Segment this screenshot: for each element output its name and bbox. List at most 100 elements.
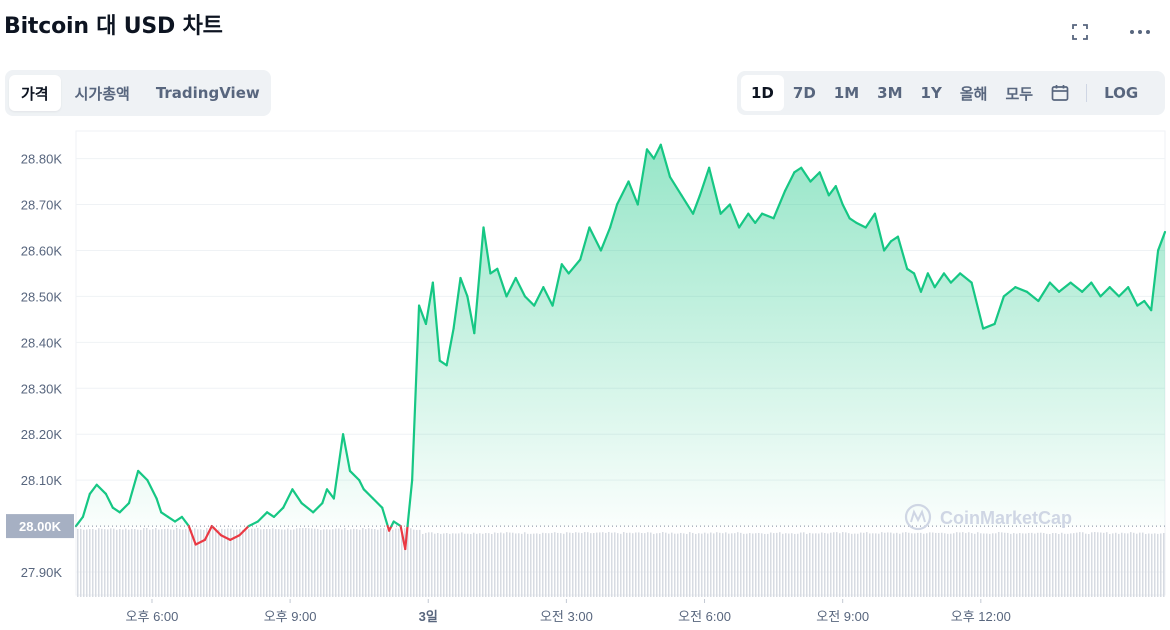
volume-bar: [329, 529, 331, 597]
volume-bar: [890, 532, 892, 597]
price-line-segment: [919, 272, 929, 293]
volume-bar: [1112, 533, 1114, 597]
range-1d[interactable]: 1D: [741, 75, 784, 111]
range-7d[interactable]: 7D: [792, 84, 816, 102]
volume-bar: [659, 533, 661, 597]
tab-price[interactable]: 가격: [9, 75, 61, 111]
volume-bar: [344, 528, 346, 597]
volume-bar: [962, 532, 964, 597]
volume-bar: [1145, 533, 1147, 597]
y-tick-label: 28.50K: [21, 289, 63, 304]
volume-bar: [242, 529, 244, 597]
x-tick-label: 오전 3:00: [540, 609, 593, 624]
price-line-segment: [219, 534, 232, 541]
price-line-segment: [982, 322, 996, 330]
volume-bar: [179, 529, 181, 597]
x-tick-label: 3일: [419, 609, 438, 624]
volume-bar: [878, 533, 880, 597]
volume-bar: [839, 533, 841, 597]
volume-bar: [656, 533, 658, 597]
volume-bar: [1040, 532, 1042, 597]
volume-bar: [1004, 532, 1006, 597]
volume-bar: [1070, 533, 1072, 597]
volume-bar: [986, 533, 988, 597]
volume-bar: [482, 533, 484, 597]
price-line-segment: [332, 433, 345, 500]
volume-bar: [389, 529, 391, 597]
tab-market-cap[interactable]: 시가총액: [74, 84, 130, 103]
time-range-selector: 1D 7D 1M 3M 1Y 올해 모두 LOG: [737, 71, 1165, 115]
price-line-segment: [424, 281, 434, 326]
price-line-segment: [645, 148, 655, 160]
volume-bar: [485, 533, 487, 597]
volume-bar: [800, 532, 802, 597]
price-line-segment: [627, 180, 639, 206]
volume-bar: [1100, 532, 1102, 597]
price-line-segment: [993, 295, 1005, 326]
volume-bar: [173, 529, 175, 597]
volume-bar: [413, 529, 415, 597]
volume-bar: [932, 532, 934, 597]
volume-bar: [1085, 533, 1087, 597]
volume-bar: [989, 533, 991, 597]
volume-bar: [257, 528, 259, 597]
log-toggle[interactable]: LOG: [1104, 84, 1139, 102]
volume-bar: [278, 529, 280, 597]
volume-bar: [554, 532, 556, 597]
volume-bar: [545, 533, 547, 597]
volume-bar: [1130, 532, 1132, 597]
range-ytd[interactable]: 올해: [959, 84, 988, 103]
price-line-segment: [341, 433, 352, 473]
volume-bar: [1079, 532, 1081, 597]
volume-bar: [650, 532, 652, 597]
price-line-segment: [588, 226, 603, 252]
range-1m[interactable]: 1M: [833, 84, 860, 102]
range-3m[interactable]: 3M: [877, 84, 903, 102]
volume-bar: [671, 532, 673, 597]
price-line-segment: [411, 304, 421, 482]
range-all[interactable]: 모두: [1005, 84, 1034, 103]
price-line-segment: [229, 534, 241, 541]
volume-bar: [506, 532, 508, 597]
volume-bar: [641, 532, 643, 597]
price-line-segment: [737, 212, 750, 229]
volume-bar: [1019, 533, 1021, 597]
volume-bar: [230, 528, 232, 597]
volume-bar: [827, 533, 829, 597]
volume-bar: [977, 532, 979, 597]
volume-bar: [182, 529, 184, 597]
volume-bar: [1103, 532, 1105, 597]
price-line-segment: [1108, 286, 1121, 298]
volume-bar: [995, 533, 997, 597]
volume-bar: [536, 533, 538, 597]
volume-bar: [1109, 533, 1111, 597]
price-line-segment: [452, 276, 462, 330]
volume-bar: [431, 532, 433, 597]
fullscreen-icon[interactable]: [1066, 18, 1094, 46]
volume-bar: [965, 533, 967, 597]
more-icon[interactable]: [1126, 18, 1154, 46]
volume-bar: [629, 532, 631, 597]
volume-bar: [1010, 533, 1012, 597]
volume-bar: [539, 533, 541, 597]
tab-tradingview[interactable]: TradingView: [155, 84, 260, 102]
volume-bar: [1118, 533, 1120, 597]
volume-bar: [881, 532, 883, 597]
price-line-segment: [127, 469, 140, 505]
volume-bar: [293, 529, 295, 597]
price-line-segment: [489, 267, 499, 275]
volume-bar: [281, 529, 283, 597]
volume-bar: [938, 532, 940, 597]
volume-bar: [797, 533, 799, 597]
volume-bar: [308, 528, 310, 597]
price-line-segment: [793, 166, 803, 174]
price-line-segment: [348, 469, 361, 482]
calendar-icon[interactable]: [1042, 75, 1078, 111]
price-line-segment: [438, 359, 448, 367]
range-1y[interactable]: 1Y: [920, 84, 942, 102]
volume-bar: [476, 533, 478, 597]
volume-bar: [479, 533, 481, 597]
volume-bar: [1097, 532, 1099, 597]
baseline-label: 28.00K: [19, 519, 62, 534]
x-tick-label: 오후 6:00: [126, 609, 179, 624]
